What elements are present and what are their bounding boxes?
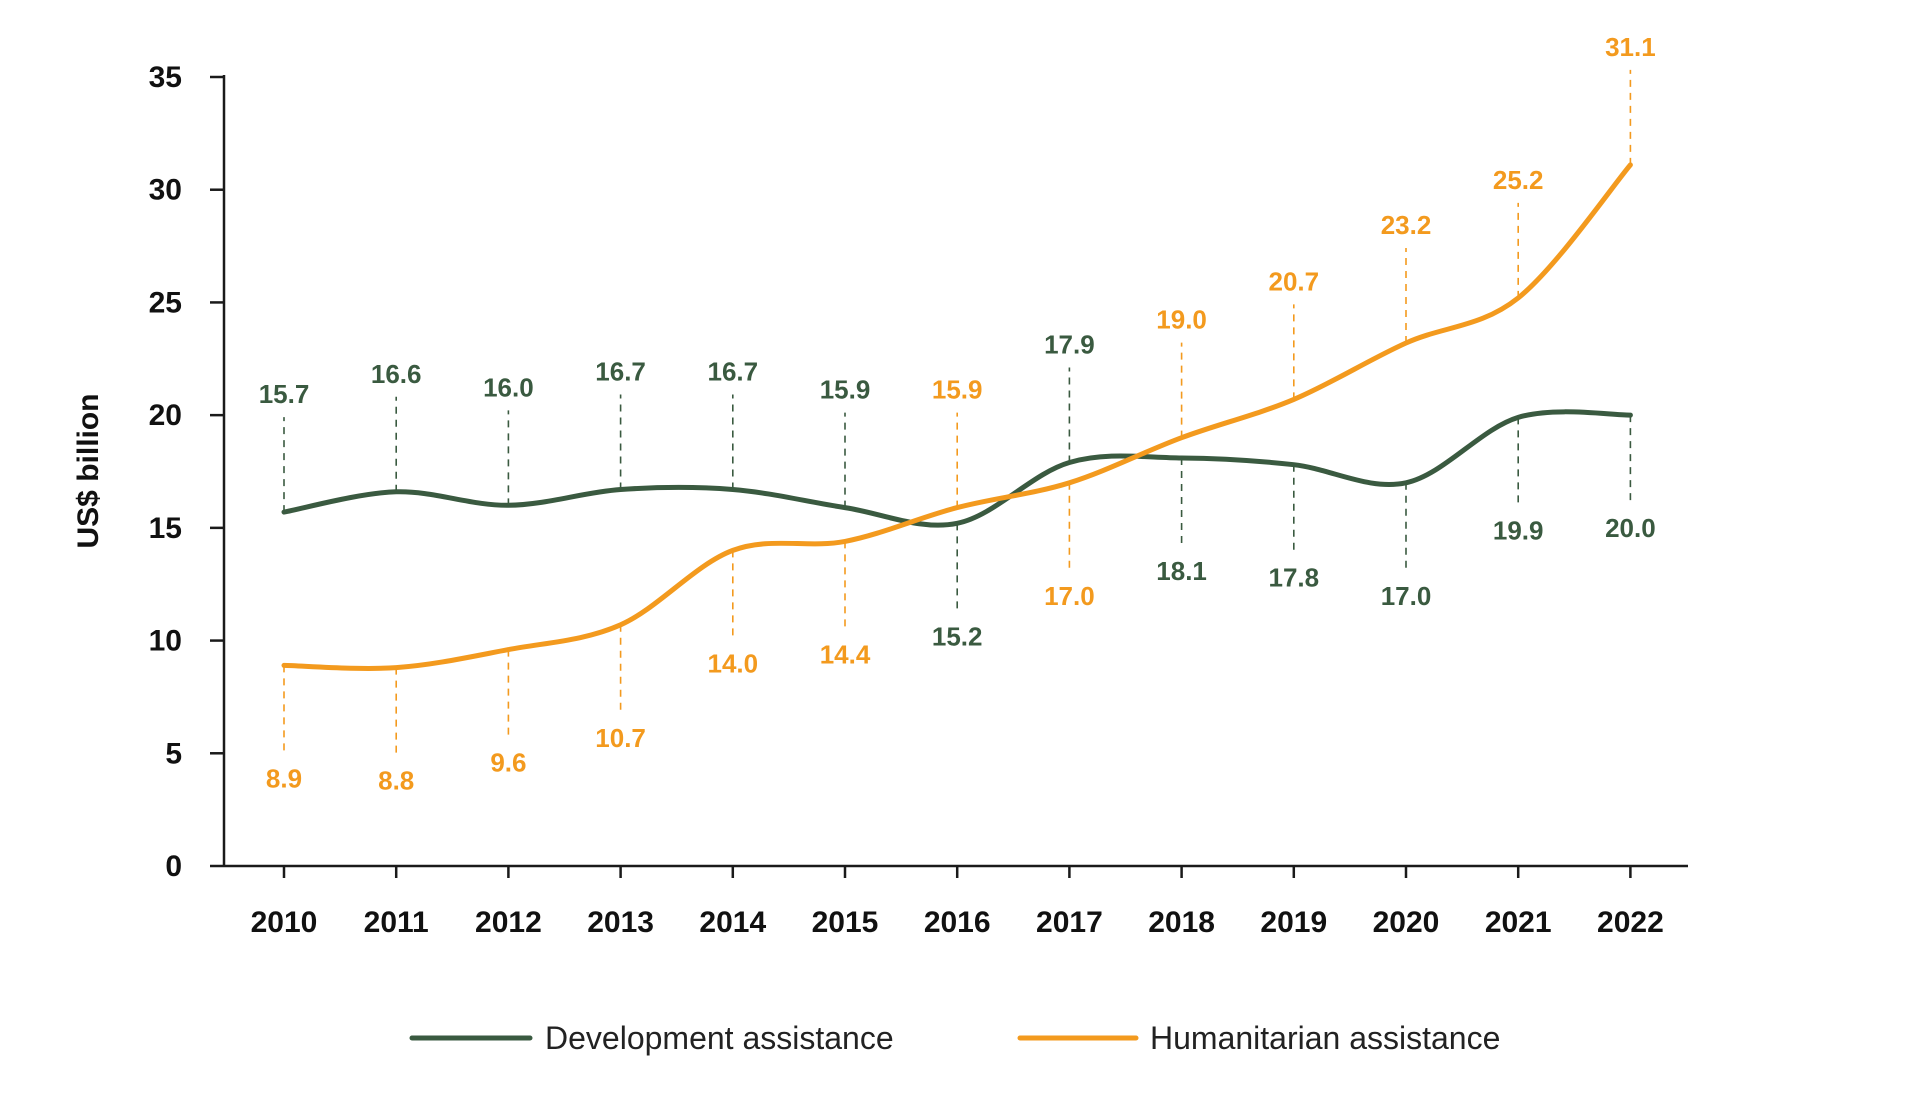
y-tick-label: 30	[149, 174, 182, 207]
development-assistance-data-label: 16.7	[595, 357, 646, 387]
humanitarian-assistance-data-label: 20.7	[1268, 266, 1319, 296]
leader-lines	[283, 69, 1632, 756]
y-axis-title: US$ billion	[72, 393, 105, 548]
development-assistance-data-label: 16.7	[707, 357, 758, 387]
x-tick-label: 2022	[1597, 906, 1664, 939]
x-tick-label: 2011	[364, 906, 429, 939]
development-assistance-data-label: 20.0	[1605, 513, 1656, 543]
development-assistance-line	[281, 409, 1633, 528]
development-assistance-data-label: 16.6	[371, 359, 422, 389]
humanitarian-assistance-data-label: 19.0	[1156, 305, 1207, 335]
development-assistance-data-label: 18.1	[1156, 556, 1207, 586]
x-tick-label: 2012	[475, 906, 542, 939]
humanitarian-assistance-data-label: 14.0	[707, 648, 758, 678]
x-tick-label: 2014	[699, 906, 766, 939]
series-lines	[281, 162, 1633, 671]
y-tick-label: 10	[149, 625, 182, 658]
development-assistance-data-label: 16.0	[483, 372, 534, 402]
humanitarian-assistance-line	[281, 162, 1633, 671]
development-assistance-data-label: 15.7	[259, 379, 310, 409]
x-tick-label: 2016	[924, 906, 991, 939]
data-labels: 15.7 16.6 16.0 16.7 16.7 15.9 15.2 17.9 18.1 17.8…	[259, 32, 1656, 796]
x-tick-label: 2017	[1036, 906, 1103, 939]
y-tick-label: 25	[149, 286, 182, 319]
x-tick-label: 2018	[1148, 906, 1215, 939]
x-tick-label: 2021	[1485, 906, 1552, 939]
y-tick-label: 20	[149, 399, 182, 432]
y-tick-label: 35	[149, 61, 182, 94]
development-assistance-data-label: 19.9	[1493, 515, 1544, 545]
humanitarian-assistance-data-label: 9.6	[490, 748, 526, 778]
development-assistance-data-label: 15.2	[932, 621, 983, 651]
x-tick-label: 2019	[1260, 906, 1327, 939]
y-tick-label: 5	[165, 737, 182, 770]
y-tick-label: 0	[165, 850, 182, 883]
humanitarian-assistance-data-label: 25.2	[1493, 165, 1544, 195]
humanitarian-assistance-data-label: 8.8	[378, 766, 414, 796]
development-assistance-data-label: 17.8	[1268, 563, 1319, 593]
humanitarian-assistance-data-label: 8.9	[266, 763, 302, 793]
x-tick-label: 2020	[1373, 906, 1440, 939]
x-tick-label: 2013	[587, 906, 654, 939]
humanitarian-assistance-data-label: 10.7	[595, 723, 646, 753]
x-tick-label: 2015	[812, 906, 879, 939]
humanitarian-assistance-data-label: 23.2	[1381, 210, 1432, 240]
humanitarian-assistance-data-label: 17.0	[1044, 581, 1095, 611]
humanitarian-assistance-data-label: 15.9	[932, 375, 983, 405]
development-assistance-data-label: 17.0	[1381, 581, 1432, 611]
development-assistance-data-label: 17.9	[1044, 329, 1095, 359]
axes: 0 5 10 15 20 25 30 35 2010 2011 2012 2013 2014 2015 20…	[72, 61, 1688, 939]
humanitarian-assistance-data-label: 31.1	[1605, 32, 1656, 62]
humanitarian-assistance-data-label: 14.4	[820, 639, 871, 669]
legend-label-humanitarian-assistance: Humanitarian assistance	[1150, 1020, 1500, 1056]
development-assistance-data-label: 15.9	[820, 375, 871, 405]
x-tick-label: 2010	[251, 906, 318, 939]
y-tick-label: 15	[149, 512, 182, 545]
legend: Development assistance Humanitarian assis…	[409, 1020, 1500, 1056]
legend-label-development-assistance: Development assistance	[545, 1020, 894, 1056]
